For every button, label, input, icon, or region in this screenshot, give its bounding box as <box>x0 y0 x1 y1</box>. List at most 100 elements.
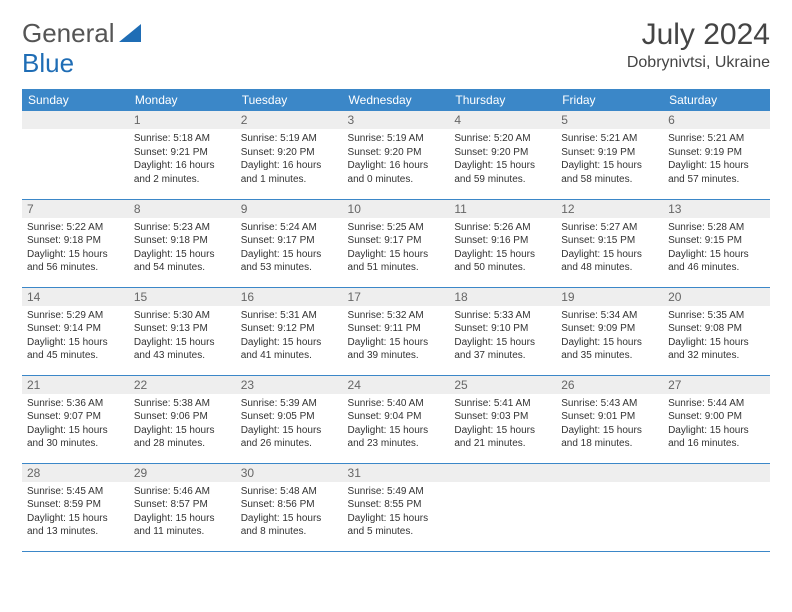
day-number: 5 <box>556 111 663 129</box>
sunrise-line: Sunrise: 5:28 AM <box>668 221 765 235</box>
day-number: 1 <box>129 111 236 129</box>
daylight-line-2: and 43 minutes. <box>134 349 231 363</box>
logo-triangle-icon <box>119 18 141 49</box>
day-body: Sunrise: 5:22 AMSunset: 9:18 PMDaylight:… <box>22 218 129 279</box>
sunset-line: Sunset: 9:17 PM <box>348 234 445 248</box>
daylight-line-1: Daylight: 15 hours <box>348 336 445 350</box>
sunrise-line: Sunrise: 5:39 AM <box>241 397 338 411</box>
calendar-cell <box>449 463 556 551</box>
day-body-empty <box>556 482 663 489</box>
daylight-line-2: and 23 minutes. <box>348 437 445 451</box>
sunset-line: Sunset: 9:09 PM <box>561 322 658 336</box>
day-number: 22 <box>129 376 236 394</box>
sunset-line: Sunset: 9:19 PM <box>668 146 765 160</box>
day-number-empty <box>449 464 556 482</box>
sunrise-line: Sunrise: 5:27 AM <box>561 221 658 235</box>
calendar-cell: 7Sunrise: 5:22 AMSunset: 9:18 PMDaylight… <box>22 199 129 287</box>
sunset-line: Sunset: 9:21 PM <box>134 146 231 160</box>
day-body: Sunrise: 5:36 AMSunset: 9:07 PMDaylight:… <box>22 394 129 455</box>
calendar-cell: 19Sunrise: 5:34 AMSunset: 9:09 PMDayligh… <box>556 287 663 375</box>
sunrise-line: Sunrise: 5:45 AM <box>27 485 124 499</box>
sunrise-line: Sunrise: 5:29 AM <box>27 309 124 323</box>
day-number: 30 <box>236 464 343 482</box>
calendar-cell: 24 Sunrise: 5:40 AMSunset: 9:04 PMDayligh… <box>343 375 450 463</box>
day-body: Sunrise: 5:35 AMSunset: 9:08 PMDaylight:… <box>663 306 770 367</box>
daylight-line-1: Daylight: 15 hours <box>27 248 124 262</box>
daylight-line-2: and 59 minutes. <box>454 173 551 187</box>
daylight-line-1: Daylight: 15 hours <box>454 248 551 262</box>
daylight-line-1: Daylight: 16 hours <box>134 159 231 173</box>
daylight-line-2: and 50 minutes. <box>454 261 551 275</box>
daylight-line-1: Daylight: 15 hours <box>241 248 338 262</box>
daylight-line-2: and 51 minutes. <box>348 261 445 275</box>
day-body: Sunrise: 5:24 AMSunset: 9:17 PMDaylight:… <box>236 218 343 279</box>
daylight-line-1: Daylight: 15 hours <box>134 248 231 262</box>
day-number: 14 <box>22 288 129 306</box>
calendar-week-row: 1Sunrise: 5:18 AMSunset: 9:21 PMDaylight… <box>22 111 770 199</box>
daylight-line-2: and 2 minutes. <box>134 173 231 187</box>
daylight-line-1: Daylight: 15 hours <box>454 336 551 350</box>
day-number: 19 <box>556 288 663 306</box>
sunrise-line: Sunrise: 5:49 AM <box>348 485 445 499</box>
col-wednesday: Wednesday <box>343 89 450 111</box>
sunset-line: Sunset: 9:04 PM <box>348 410 445 424</box>
daylight-line-2: and 18 minutes. <box>561 437 658 451</box>
day-number: 29 <box>129 464 236 482</box>
sunset-line: Sunset: 9:14 PM <box>27 322 124 336</box>
calendar-cell: 8Sunrise: 5:23 AMSunset: 9:18 PMDaylight… <box>129 199 236 287</box>
daylight-line-2: and 28 minutes. <box>134 437 231 451</box>
calendar-cell: 22Sunrise: 5:38 AMSunset: 9:06 PMDayligh… <box>129 375 236 463</box>
day-body: Sunrise: 5:18 AMSunset: 9:21 PMDaylight:… <box>129 129 236 190</box>
calendar-cell: 4Sunrise: 5:20 AMSunset: 9:20 PMDaylight… <box>449 111 556 199</box>
calendar-table: Sunday Monday Tuesday Wednesday Thursday… <box>22 89 770 552</box>
daylight-line-1: Daylight: 15 hours <box>348 248 445 262</box>
calendar-cell: 28Sunrise: 5:45 AMSunset: 8:59 PMDayligh… <box>22 463 129 551</box>
day-number: 24 <box>343 376 450 394</box>
daylight-line-1: Daylight: 15 hours <box>241 336 338 350</box>
daylight-line-1: Daylight: 15 hours <box>668 424 765 438</box>
sunrise-line: Sunrise: 5:40 AM <box>348 397 445 411</box>
sunset-line: Sunset: 9:15 PM <box>561 234 658 248</box>
daylight-line-1: Daylight: 15 hours <box>348 512 445 526</box>
calendar-week-row: 14Sunrise: 5:29 AMSunset: 9:14 PMDayligh… <box>22 287 770 375</box>
day-number: 10 <box>343 200 450 218</box>
sunset-line: Sunset: 9:01 PM <box>561 410 658 424</box>
calendar-cell: 26Sunrise: 5:43 AMSunset: 9:01 PMDayligh… <box>556 375 663 463</box>
daylight-line-1: Daylight: 15 hours <box>134 424 231 438</box>
day-number: 26 <box>556 376 663 394</box>
daylight-line-2: and 58 minutes. <box>561 173 658 187</box>
daylight-line-1: Daylight: 15 hours <box>27 336 124 350</box>
sunrise-line: Sunrise: 5:32 AM <box>348 309 445 323</box>
calendar-cell: 21Sunrise: 5:36 AMSunset: 9:07 PMDayligh… <box>22 375 129 463</box>
calendar-cell: 16Sunrise: 5:31 AMSunset: 9:12 PMDayligh… <box>236 287 343 375</box>
sunrise-line: Sunrise: 5:48 AM <box>241 485 338 499</box>
calendar-cell: 18Sunrise: 5:33 AMSunset: 9:10 PMDayligh… <box>449 287 556 375</box>
daylight-line-2: and 45 minutes. <box>27 349 124 363</box>
day-number: 16 <box>236 288 343 306</box>
sunrise-line: Sunrise: 5:46 AM <box>134 485 231 499</box>
day-body-empty <box>449 482 556 489</box>
daylight-line-2: and 1 minutes. <box>241 173 338 187</box>
day-number: 31 <box>343 464 450 482</box>
calendar-cell <box>22 111 129 199</box>
sunset-line: Sunset: 9:18 PM <box>27 234 124 248</box>
day-body: Sunrise: 5:31 AMSunset: 9:12 PMDaylight:… <box>236 306 343 367</box>
calendar-cell: 6Sunrise: 5:21 AMSunset: 9:19 PMDaylight… <box>663 111 770 199</box>
logo-text-1: General <box>22 18 115 49</box>
calendar-cell: 15Sunrise: 5:30 AMSunset: 9:13 PMDayligh… <box>129 287 236 375</box>
sunset-line: Sunset: 9:16 PM <box>454 234 551 248</box>
daylight-line-1: Daylight: 15 hours <box>348 424 445 438</box>
daylight-line-2: and 26 minutes. <box>241 437 338 451</box>
day-number: 13 <box>663 200 770 218</box>
daylight-line-2: and 35 minutes. <box>561 349 658 363</box>
col-tuesday: Tuesday <box>236 89 343 111</box>
daylight-line-2: and 41 minutes. <box>241 349 338 363</box>
day-body: Sunrise: 5:44 AMSunset: 9:00 PMDaylight:… <box>663 394 770 455</box>
day-number: 12 <box>556 200 663 218</box>
day-number: 6 <box>663 111 770 129</box>
calendar-body: 1Sunrise: 5:18 AMSunset: 9:21 PMDaylight… <box>22 111 770 551</box>
daylight-line-1: Daylight: 15 hours <box>241 512 338 526</box>
sunset-line: Sunset: 9:19 PM <box>561 146 658 160</box>
calendar-cell: 25Sunrise: 5:41 AMSunset: 9:03 PMDayligh… <box>449 375 556 463</box>
daylight-line-1: Daylight: 15 hours <box>561 159 658 173</box>
